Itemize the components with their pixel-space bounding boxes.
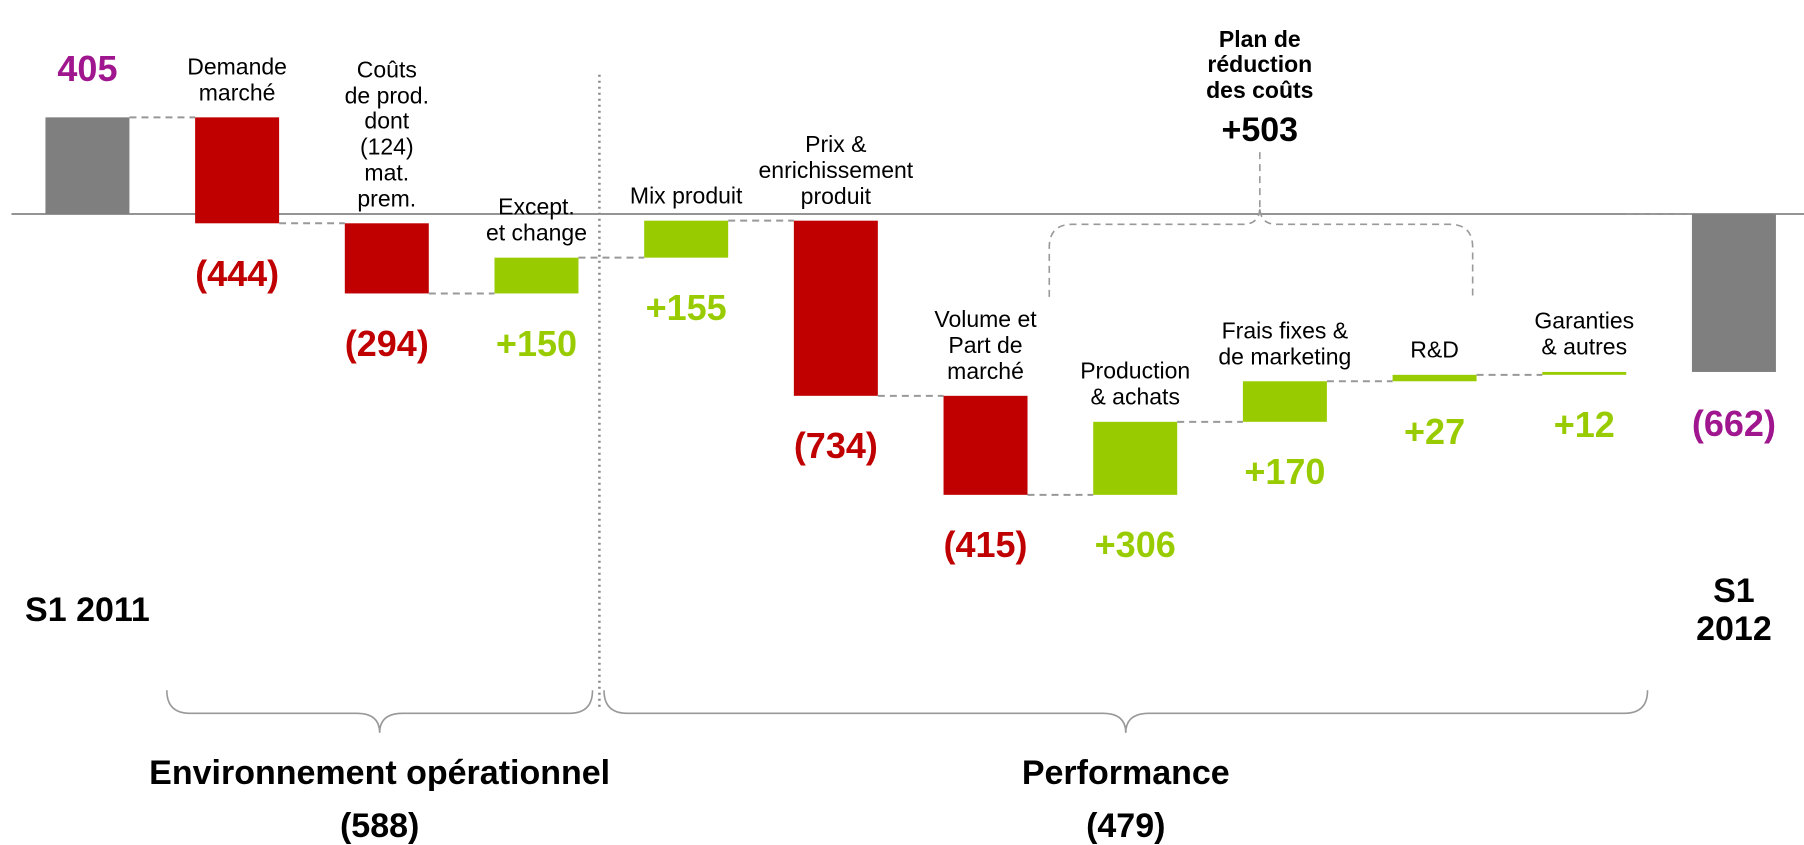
bar xyxy=(45,117,130,214)
bar xyxy=(1542,371,1627,375)
group-brace xyxy=(166,690,594,733)
value-label: +155 xyxy=(645,287,727,329)
category-label: Except. et change xyxy=(485,193,587,246)
total-name: S1 2012 xyxy=(1696,571,1772,648)
group-value: +503 xyxy=(1221,110,1299,149)
group-value: (479) xyxy=(1086,807,1166,845)
category-label: Garanties & autres xyxy=(1534,307,1635,360)
category-label: Demande marché xyxy=(187,53,287,106)
bar xyxy=(1691,213,1776,372)
value-label: +12 xyxy=(1553,404,1615,446)
bar xyxy=(1392,374,1477,382)
category-label: Production & achats xyxy=(1080,357,1191,410)
group-name: Environnement opérationnel xyxy=(149,754,611,793)
category-label: Frais fixes & de marketing xyxy=(1218,317,1352,369)
plan-brace xyxy=(1048,151,1474,300)
category-label: Volume et Part de marché xyxy=(934,306,1037,384)
group-name: Plan de réduction des coûts xyxy=(1206,25,1314,103)
group-value: (588) xyxy=(339,807,420,845)
category-label: Coûts de prod. dont (124) mat. prem. xyxy=(344,56,429,212)
category-label: Prix & enrichissement produit xyxy=(758,130,914,209)
category-label: Mix produit xyxy=(629,182,743,209)
value-label: +150 xyxy=(495,322,578,364)
value-label: (415) xyxy=(943,524,1028,566)
value-label: +27 xyxy=(1404,410,1466,452)
bar xyxy=(644,220,729,258)
total-name: S1 2011 xyxy=(25,590,150,629)
value-label: (734) xyxy=(793,425,878,467)
value-label: (294) xyxy=(344,322,429,364)
value-label: +170 xyxy=(1244,451,1326,493)
bar xyxy=(943,395,1028,495)
bar xyxy=(1093,421,1178,495)
bar xyxy=(1242,381,1327,422)
bar xyxy=(793,220,878,396)
value-label: 405 xyxy=(57,47,118,89)
group-name: Performance xyxy=(1021,754,1230,793)
value-label: (662) xyxy=(1691,402,1776,444)
value-label: (444) xyxy=(195,252,280,294)
bar xyxy=(195,117,280,224)
bar xyxy=(494,257,579,294)
value-label: +306 xyxy=(1094,524,1176,566)
group-brace xyxy=(603,690,1649,733)
bar xyxy=(344,223,429,294)
category-label: R&D xyxy=(1410,336,1459,363)
